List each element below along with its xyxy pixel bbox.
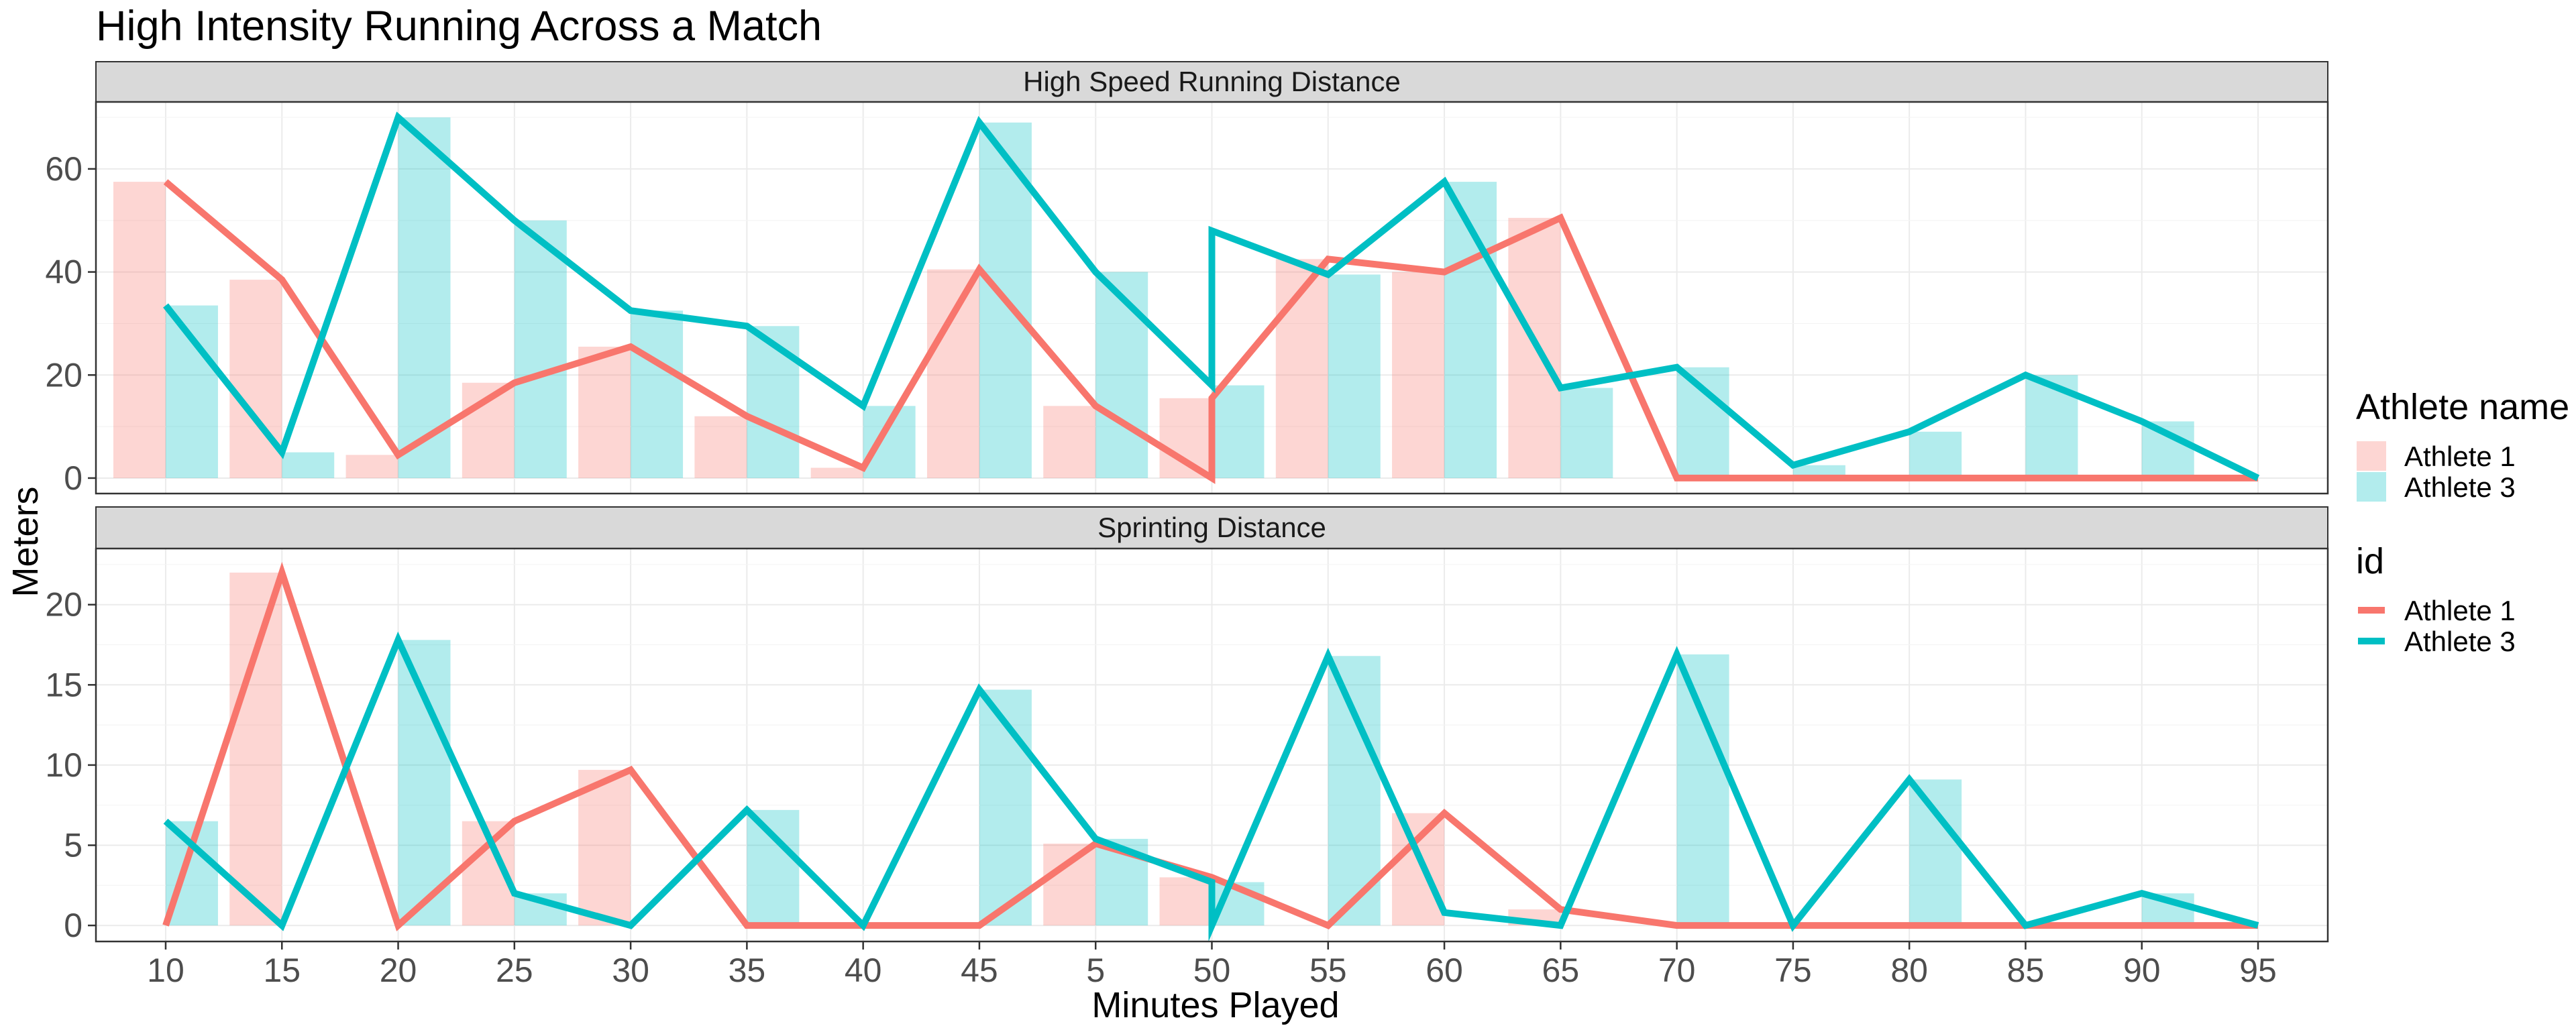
chart-title: High Intensity Running Across a Match	[96, 3, 822, 50]
x-tick-label: 55	[1309, 952, 1347, 989]
y-tick-label: 0	[64, 459, 83, 497]
bar-athlete-3-55	[1328, 274, 1381, 478]
legend-fill-title: Athlete name	[2356, 387, 2569, 427]
x-tick-label: 15	[263, 952, 301, 989]
y-tick-label: 40	[45, 253, 83, 291]
legend-fill-key-athlete-3	[2357, 472, 2386, 502]
x-tick-label: 10	[147, 952, 184, 989]
bar-athlete-1-60	[1392, 813, 1445, 926]
panel-border	[95, 101, 2329, 495]
x-tick-label: 95	[2239, 952, 2277, 989]
x-tick-label: 75	[1774, 952, 1812, 989]
bar-athlete-3-65	[1560, 388, 1613, 478]
facet-strip-label: High Speed Running Distance	[1023, 66, 1401, 97]
x-tick-label: 70	[1658, 952, 1696, 989]
x-tick-label: 85	[2007, 952, 2045, 989]
bar-athlete-1-20	[345, 455, 398, 478]
gridlines	[96, 549, 2328, 941]
x-tick-label: 65	[1542, 952, 1580, 989]
line-athlete-1	[162, 561, 2258, 931]
bar-athlete-3-35	[747, 809, 800, 926]
bar-athlete-3-80	[1909, 779, 1962, 926]
bar-athlete-1-60	[1392, 272, 1445, 478]
legend-fill-label-athlete-3: Athlete 3	[2404, 471, 2516, 503]
bar-athlete-3-15	[282, 452, 335, 478]
y-tick-label: 20	[45, 356, 83, 394]
y-tick-label: 15	[45, 666, 83, 703]
facet-strip	[95, 506, 2328, 549]
bar-athlete-3-30	[631, 310, 684, 478]
legend-line-label-athlete-3: Athlete 3	[2404, 626, 2516, 657]
bar-athlete-3-90	[2141, 421, 2194, 478]
x-tick-label: 90	[2123, 952, 2161, 989]
bar-athlete-3-70	[1676, 367, 1729, 478]
bar-athlete-3-70	[1676, 654, 1729, 926]
y-tick-label: 5	[64, 826, 83, 864]
bar-athlete-3-5	[1095, 272, 1148, 478]
bar-athlete-3-25	[514, 220, 567, 478]
line-athlete-3	[163, 111, 2260, 481]
legend-line-label-athlete-1: Athlete 1	[2404, 595, 2516, 626]
legend-fill-key-athlete-1	[2357, 441, 2386, 471]
y-tick-label: 10	[45, 746, 83, 784]
y-tick-label: 20	[45, 586, 83, 624]
y-tick-label: 0	[64, 907, 83, 944]
x-tick-label: 80	[1890, 952, 1928, 989]
panel-1: High Speed Running Distance 0 20 40 60	[45, 61, 2329, 497]
bar-athlete-1-5	[1043, 844, 1096, 926]
bar-athlete-1-15	[229, 280, 282, 478]
bar-athlete-1-50	[1159, 877, 1212, 926]
bar-athlete-1-10	[113, 182, 166, 478]
bar-athlete-3-80	[1909, 431, 1962, 478]
bar-athlete-1-50	[1159, 398, 1212, 478]
x-axis-title: Minutes Played	[1091, 985, 1339, 1025]
y-axis-title: Meters	[5, 486, 46, 597]
panels: High Speed Running Distance 0 20 40 60 Sprint…	[45, 61, 2329, 989]
bar-athlete-3-10	[165, 305, 218, 478]
x-tick-label: 35	[729, 952, 766, 989]
bar-athlete-3-20	[398, 640, 451, 926]
bar-athlete-1-40	[810, 467, 863, 478]
bar-athlete-3-50	[1212, 385, 1265, 478]
bar-athlete-3-45	[979, 689, 1032, 926]
bar-athlete-1-30	[578, 347, 631, 478]
facet-strip-label: Sprinting Distance	[1097, 512, 1326, 543]
legend-fill-label-athlete-1: Athlete 1	[2404, 441, 2516, 472]
line-athlete-1	[163, 179, 2258, 484]
x-tick-label: 25	[496, 952, 533, 989]
gridlines	[96, 102, 2328, 494]
x-tick-label: 40	[845, 952, 882, 989]
x-tick-label: 60	[1426, 952, 1463, 989]
facet-strip	[95, 61, 2328, 103]
line-athlete-3	[163, 631, 2259, 942]
bar-athlete-3-20	[398, 117, 451, 478]
panel-2: Sprinting Distance 0 5 10 15 20	[45, 506, 2329, 944]
x-tick-label: 30	[612, 952, 649, 989]
bar-athlete-1-5	[1043, 406, 1096, 478]
x-tick-label: 20	[380, 952, 417, 989]
x-tick-label: 45	[961, 952, 998, 989]
legend-color-title: id	[2356, 541, 2384, 581]
bar-athlete-1-45	[926, 269, 979, 478]
bar-athlete-3-35	[747, 326, 800, 478]
bar-athlete-1-15	[229, 572, 282, 926]
x-tick-label: 5	[1086, 952, 1105, 989]
y-tick-label: 60	[45, 150, 83, 188]
bar-athlete-1-35	[694, 416, 747, 478]
bar-athlete-1-30	[578, 770, 631, 926]
x-axis: 10 15 20 25 30 35 40 45 5 50 55 60 65 70 75 80 85 90 95	[147, 941, 2277, 989]
x-tick-label: 50	[1193, 952, 1231, 989]
